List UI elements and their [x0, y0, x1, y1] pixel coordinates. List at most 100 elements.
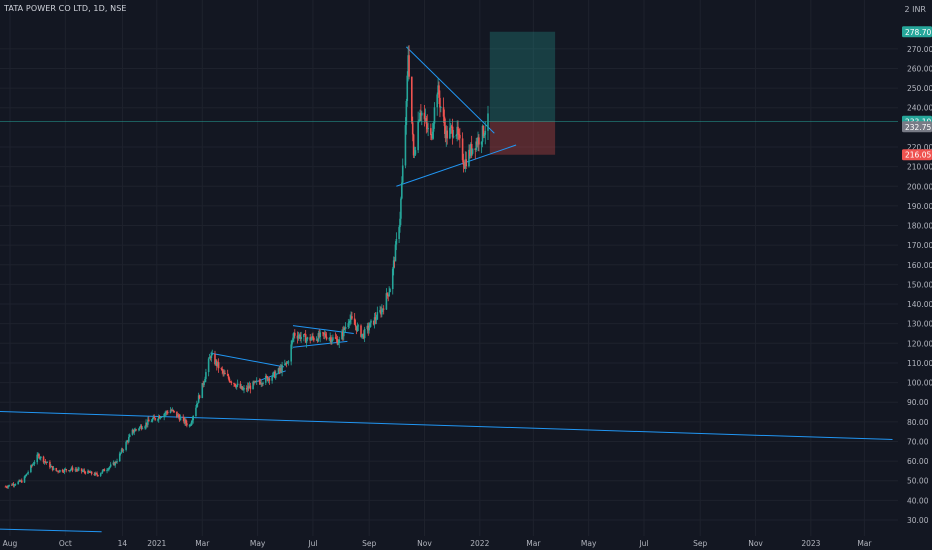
y-tick-label: 260.00: [907, 64, 932, 73]
candle-body: [229, 381, 232, 383]
profit-zone: [489, 31, 556, 122]
candle-body: [353, 318, 356, 325]
candle-body: [405, 100, 408, 126]
price-label-box: [902, 149, 932, 161]
candle-body: [145, 422, 147, 427]
candle-body: [468, 149, 470, 167]
candle-body: [273, 371, 275, 373]
candle-body: [245, 388, 248, 390]
candle-body: [438, 85, 440, 98]
candle-body: [406, 75, 409, 101]
candle-body: [114, 462, 117, 466]
candle-body: [108, 466, 111, 468]
candle-body: [464, 159, 467, 169]
candle-body: [195, 407, 197, 417]
candle-body: [87, 470, 89, 474]
candle-body: [128, 437, 130, 442]
candle-body: [262, 382, 264, 384]
candle-body: [392, 260, 395, 269]
candle-body: [319, 332, 321, 338]
y-tick-label: 270.00: [907, 45, 932, 54]
candle-body: [394, 244, 397, 262]
candle-body: [140, 425, 143, 429]
candle-body: [50, 466, 53, 467]
candle-body: [474, 148, 477, 150]
candle-body: [369, 322, 371, 328]
x-tick-label: 2021: [147, 539, 166, 548]
candle-body: [189, 425, 192, 427]
candle-body: [255, 380, 258, 382]
candle-body: [361, 334, 363, 337]
candle-body: [30, 465, 32, 473]
candle-body: [45, 462, 48, 463]
candle-body: [417, 121, 419, 151]
candle-body: [226, 374, 229, 376]
candle-body: [360, 325, 362, 337]
candle-body: [475, 141, 477, 150]
candle-body: [268, 378, 271, 381]
candle-body: [299, 334, 302, 340]
candle-body: [351, 316, 353, 319]
candle-body: [463, 164, 466, 169]
y-tick-label: 60.00: [907, 457, 929, 466]
candle-body: [113, 462, 116, 466]
candle-body: [207, 358, 210, 373]
trend-lines[interactable]: [0, 46, 893, 533]
candle-body: [132, 429, 135, 433]
candle-body: [82, 470, 85, 472]
candle-body: [303, 334, 305, 337]
candle-body: [93, 473, 96, 476]
candle-body: [348, 322, 351, 324]
candle-body: [481, 125, 484, 142]
candle-body: [391, 268, 394, 290]
candle-body: [43, 461, 46, 463]
candle-body: [293, 332, 295, 338]
candle-body: [465, 159, 468, 167]
candle-body: [296, 335, 299, 339]
candle-body: [157, 416, 160, 420]
candle-body: [440, 107, 442, 109]
candle-body: [157, 419, 159, 421]
candle-body: [108, 467, 110, 470]
x-tick-label: Nov: [417, 539, 432, 548]
candle-body: [65, 469, 68, 471]
candle-body: [389, 289, 391, 293]
candle-body: [254, 381, 257, 382]
candle-body: [381, 308, 384, 310]
price-label-text: 216.05: [905, 151, 931, 160]
candle-body: [100, 472, 103, 474]
candle-body: [455, 135, 458, 137]
candle-body: [102, 469, 105, 471]
candle-body: [164, 413, 166, 415]
candle-body: [427, 128, 429, 130]
candle-body: [347, 323, 350, 328]
candle-body: [329, 337, 331, 339]
candle-body: [59, 469, 61, 472]
candle-body: [332, 337, 334, 341]
candle-body: [240, 386, 243, 389]
candle-body: [69, 470, 71, 472]
candle-body: [274, 371, 276, 378]
price-axis[interactable]: 30.00 40.00 50.00 60.00 70.00 80.00 90.00 100.0…: [907, 45, 932, 525]
candle-body: [457, 126, 459, 135]
y-tick-label: 70.00: [907, 437, 929, 446]
y-tick-label: 80.00: [907, 418, 929, 427]
candle-body: [430, 135, 433, 139]
candle-body: [146, 422, 148, 425]
y-tick-label: 30.00: [907, 516, 929, 525]
long-position-tool[interactable]: [489, 31, 556, 155]
candle-body: [248, 385, 251, 389]
candle-body: [334, 337, 337, 339]
y-tick-label: 170.00: [907, 241, 932, 250]
candle-body: [96, 473, 98, 476]
candle-body: [480, 141, 483, 145]
y-tick-label: 200.00: [907, 182, 932, 191]
time-axis[interactable]: Aug Oct 14 2021 Mar May Jul Sep Nov 2022 Mar May Jul…: [3, 539, 873, 548]
candle-body: [350, 316, 352, 320]
candle-body: [469, 149, 471, 156]
candle-body: [398, 227, 400, 239]
candle-body: [7, 485, 9, 488]
candle-body: [298, 334, 301, 337]
